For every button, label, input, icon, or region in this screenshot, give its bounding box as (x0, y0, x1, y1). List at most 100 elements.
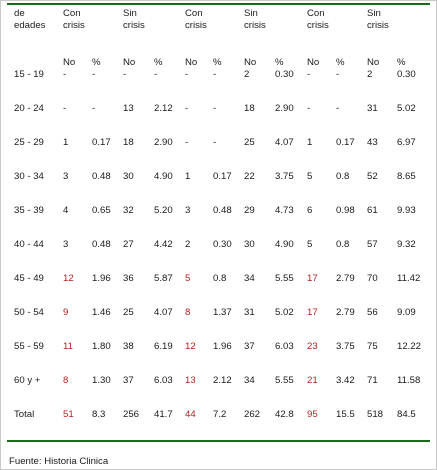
table-cell: 9.09 (397, 307, 416, 318)
table-cell: 5 (307, 239, 313, 250)
table-cell: 17 (307, 273, 318, 284)
table-cell: 0.48 (213, 205, 232, 216)
bottom-rule (7, 440, 430, 442)
table-cell: 11.42 (397, 273, 421, 284)
table-cell: 6.03 (154, 375, 173, 386)
table-cell: - (185, 137, 189, 148)
table-cell: 95 (307, 409, 318, 420)
table-cell: - (63, 103, 67, 114)
sub-header: No (307, 57, 320, 68)
table-cell: 12 (185, 341, 196, 352)
table-cell: 8 (63, 375, 69, 386)
table-cell: 4.73 (275, 205, 294, 216)
table-cell: - (336, 69, 340, 80)
table-cell: 2.90 (154, 137, 173, 148)
table-cell: 34 (244, 375, 255, 386)
sub-header: No (123, 57, 136, 68)
table-cell: 22 (244, 171, 255, 182)
group-header: Sin crisis (123, 8, 145, 31)
table-cell: 13 (185, 375, 196, 386)
table-cell: 1.46 (92, 307, 111, 318)
table-cell: 6.03 (275, 341, 294, 352)
table-cell: 6.19 (154, 341, 173, 352)
age-group-label: 20 - 24 (14, 103, 44, 114)
table-cell: 5.20 (154, 205, 173, 216)
table-cell: 4.07 (275, 137, 294, 148)
age-group-label: 45 - 49 (14, 273, 44, 284)
table-cell: 37 (123, 375, 134, 386)
table-cell: 51 (63, 409, 74, 420)
table-cell: 56 (367, 307, 378, 318)
table-cell: 7.2 (213, 409, 227, 420)
age-group-label: 40 - 44 (14, 239, 44, 250)
age-group-label: 50 - 54 (14, 307, 44, 318)
table-cell: 15.5 (336, 409, 355, 420)
table-cell: - (92, 103, 96, 114)
table-cell: 1.30 (92, 375, 111, 386)
table-cell: 43 (367, 137, 378, 148)
table-cell: - (185, 103, 189, 114)
table-cell: 84.5 (397, 409, 416, 420)
table-cell: 3 (63, 171, 69, 182)
table-cell: 6.97 (397, 137, 416, 148)
table-cell: - (213, 137, 217, 148)
table-cell: 8.3 (92, 409, 106, 420)
table-cell: 11 (63, 341, 73, 352)
group-header: Sin crisis (367, 8, 389, 31)
age-group-label: 60 y + (14, 375, 41, 386)
table-cell: 38 (123, 341, 134, 352)
table-cell: 61 (367, 205, 378, 216)
table-cell: - (185, 69, 189, 80)
table-cell: 57 (367, 239, 378, 250)
table-cell: 6 (307, 205, 313, 216)
group-header: Con crisis (185, 8, 207, 31)
age-group-label: 35 - 39 (14, 205, 44, 216)
table-cell: 2.12 (154, 103, 173, 114)
sub-header: No (63, 57, 76, 68)
table-cell: - (213, 103, 217, 114)
table-cell: 21 (307, 375, 318, 386)
table-cell: 5 (307, 171, 313, 182)
table-cell: 3.42 (336, 375, 355, 386)
table-cell: 1 (307, 137, 313, 148)
table-cell: 9 (63, 307, 69, 318)
table-cell: 5.02 (397, 103, 416, 114)
table-cell: 5.55 (275, 273, 294, 284)
table-cell: 0.98 (336, 205, 355, 216)
table-cell: 0.48 (92, 239, 111, 250)
table-cell: 42.8 (275, 409, 294, 420)
table-cell: 4.42 (154, 239, 173, 250)
table-cell: 36 (123, 273, 134, 284)
table-cell: 75 (367, 341, 378, 352)
table-cell: 41.7 (154, 409, 173, 420)
table-cell: 262 (244, 409, 261, 420)
table-cell: 37 (244, 341, 255, 352)
table-cell: 5.55 (275, 375, 294, 386)
table-cell: 18 (244, 103, 255, 114)
table-cell: 0.17 (213, 171, 232, 182)
table-cell: 52 (367, 171, 378, 182)
age-group-header: de edades (14, 8, 46, 31)
table-cell: 518 (367, 409, 384, 420)
table-cell: 4.90 (275, 239, 294, 250)
group-header: Con crisis (63, 8, 85, 31)
table-cell: - (336, 103, 340, 114)
table-cell: 256 (123, 409, 140, 420)
age-group-label: Total (14, 409, 35, 420)
table-cell: 2 (185, 239, 191, 250)
age-group-label: 55 - 59 (14, 341, 44, 352)
table-cell: 13 (123, 103, 134, 114)
table-cell: 0.17 (92, 137, 111, 148)
table-cell: 27 (123, 239, 134, 250)
table-cell: 25 (244, 137, 255, 148)
table-cell: 32 (123, 205, 134, 216)
table-cell: 2.79 (336, 307, 355, 318)
table-cell: - (63, 69, 67, 80)
table-cell: 3.75 (336, 341, 355, 352)
table-cell: - (154, 69, 158, 80)
table-cell: 0.8 (213, 273, 227, 284)
table-cell: 12.22 (397, 341, 422, 352)
table-cell: 34 (244, 273, 255, 284)
table-cell: 29 (244, 205, 255, 216)
table-cell: 23 (307, 341, 318, 352)
